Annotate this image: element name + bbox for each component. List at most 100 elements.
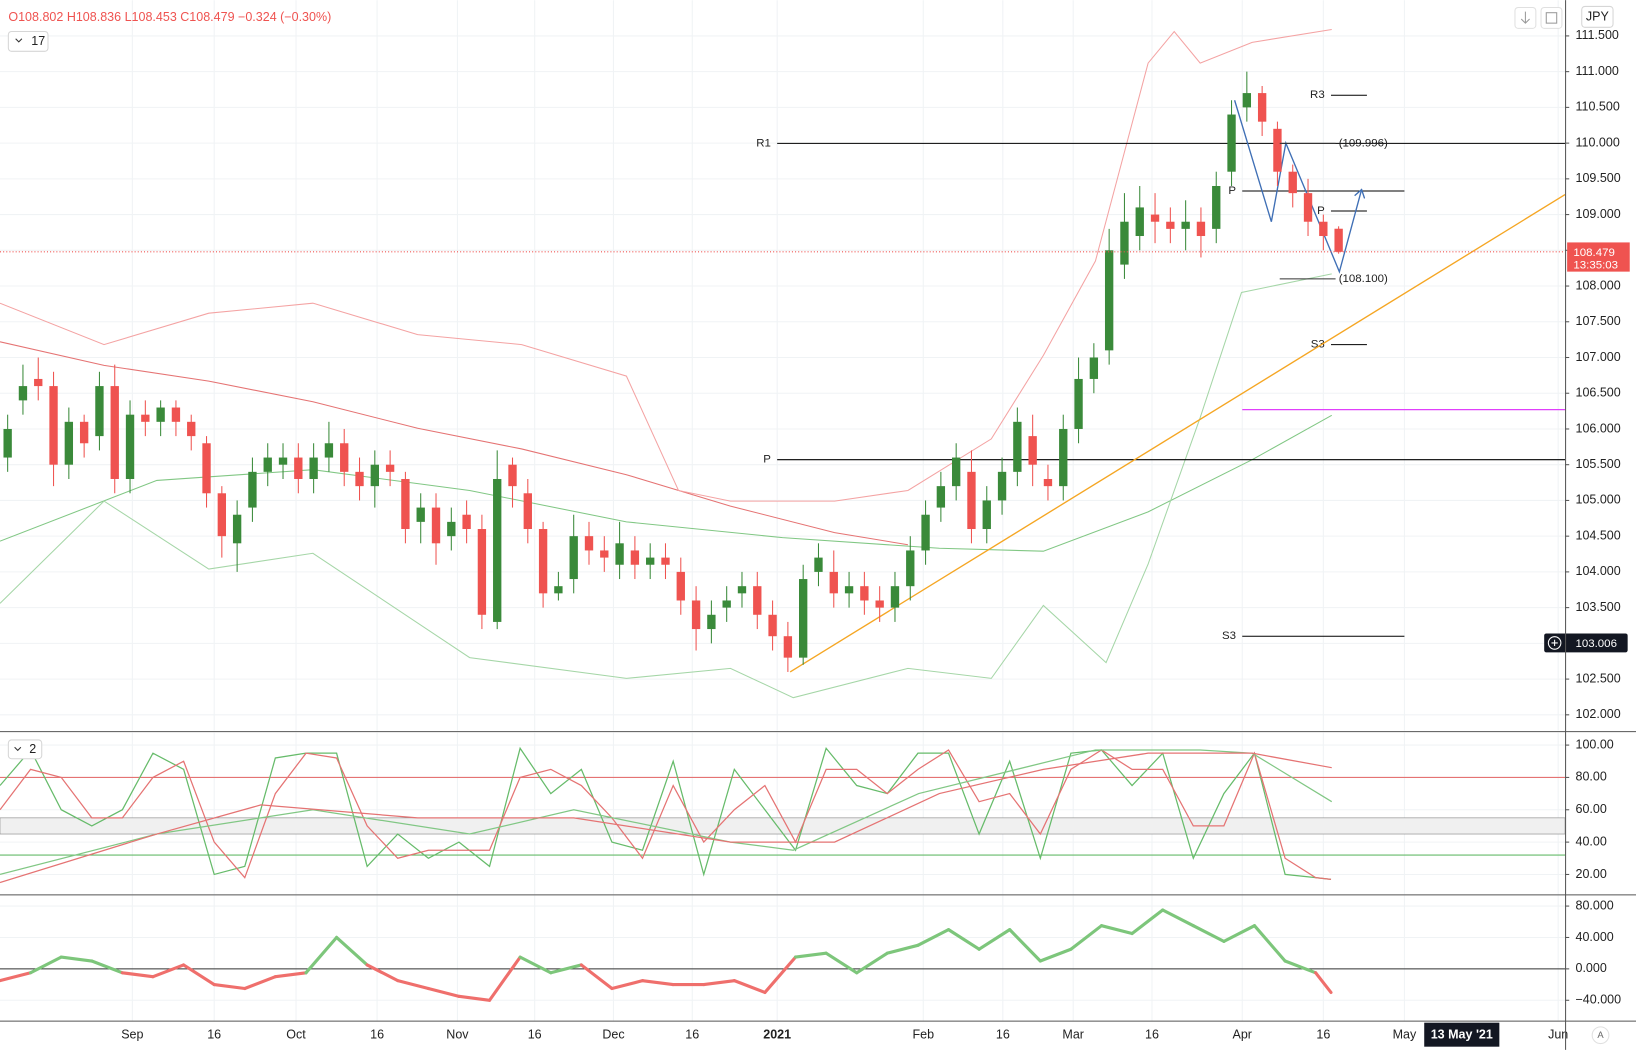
price-pane: R1 P R3 P P S3 S3 (109.996) (108.100) — [0, 0, 1566, 731]
crosshair-add-icon — [1547, 636, 1562, 650]
pane-indicators-toggle[interactable]: 2 — [7, 739, 43, 760]
candle-body — [462, 514, 471, 530]
candle-body — [1242, 93, 1252, 108]
candle-body — [49, 386, 58, 465]
candle-body — [783, 636, 793, 658]
momentum-segment — [273, 971, 308, 979]
candle-body — [691, 600, 701, 630]
x-tick-label: Mar — [1062, 1028, 1084, 1042]
y-tick-label: 111.500 — [1575, 28, 1618, 42]
y-tick-label: 102.500 — [1575, 671, 1620, 685]
momentum-segment — [763, 955, 798, 994]
overlay-line — [0, 414, 1333, 552]
momentum-segment — [487, 955, 522, 1002]
x-tick-label: Oct — [286, 1028, 306, 1042]
svg-text:A: A — [1597, 1029, 1604, 1040]
candle-body — [248, 471, 257, 508]
candle-body — [401, 478, 410, 530]
candle-body — [508, 464, 517, 487]
momentum-segment — [824, 951, 859, 975]
candle-body — [890, 586, 900, 608]
y-tick-label: 106.500 — [1575, 386, 1620, 400]
candle-body — [799, 579, 808, 658]
pivot-label: R3 — [1310, 89, 1325, 101]
change: −0.324 (−0.30%) — [238, 10, 331, 24]
x-tick-label: Feb — [912, 1028, 934, 1042]
momentum-segment — [579, 963, 614, 991]
oscillator-line — [0, 749, 1333, 876]
fullscreen-button[interactable] — [1540, 6, 1563, 29]
x-tick-label: 16 — [1316, 1028, 1330, 1042]
pivot-label: P — [763, 454, 771, 466]
momentum-segment — [1222, 924, 1257, 943]
y-tick-label: 100.00 — [1575, 737, 1613, 751]
candle-body — [1135, 207, 1144, 237]
candle-body — [370, 464, 379, 487]
hidden-indicator-count: 17 — [31, 34, 45, 48]
low: L108.453 — [125, 10, 177, 24]
scroll-button[interactable] — [1514, 6, 1537, 29]
oscillator-line — [0, 752, 1332, 884]
candle-body — [1166, 221, 1175, 229]
momentum-segment — [182, 963, 216, 987]
momentum-pane — [0, 895, 1566, 1021]
crosshair-price-label: 103.006 — [1575, 638, 1616, 650]
candle-body — [661, 557, 670, 565]
candle-body — [416, 507, 425, 522]
candle-body — [1319, 221, 1328, 237]
annotation: (108.100) — [1339, 273, 1388, 285]
candle-body — [263, 457, 272, 472]
y-tick-label: 106.000 — [1575, 421, 1620, 435]
momentum-segment — [855, 951, 889, 975]
y-tick-label: 111.000 — [1575, 64, 1618, 78]
candle-body — [1334, 228, 1343, 252]
x-tick-label: 16 — [528, 1028, 542, 1042]
candle-body — [1303, 193, 1313, 222]
overlay-line — [0, 28, 1332, 502]
candle-body — [630, 550, 640, 565]
candle-body — [951, 457, 961, 487]
x-tick-label: May — [1393, 1028, 1417, 1042]
candle-body — [844, 586, 854, 594]
y-tick-label: 102.000 — [1575, 707, 1620, 721]
candle-body — [600, 550, 609, 558]
indicators-toggle[interactable]: 17 — [7, 30, 49, 52]
candle-body — [967, 471, 976, 530]
x-tick-label: Jun — [1548, 1028, 1568, 1042]
candle-body — [554, 586, 563, 594]
y-tick-label: 104.000 — [1575, 564, 1620, 578]
y-tick-label: 80.000 — [1575, 898, 1613, 912]
momentum-segment — [1069, 924, 1104, 951]
candle-body — [997, 471, 1007, 501]
candle-body — [921, 514, 930, 551]
candle-body — [95, 386, 104, 437]
momentum-segment — [885, 943, 920, 955]
candle-body — [232, 514, 242, 544]
momentum-segment — [335, 935, 369, 967]
x-tick-label: 16 — [207, 1028, 221, 1042]
candle-body — [309, 457, 318, 479]
momentum-segment — [702, 979, 736, 987]
candle-body — [753, 586, 762, 615]
y-tick-label: 60.00 — [1575, 802, 1606, 816]
y-tick-label: 110.000 — [1575, 135, 1619, 149]
y-tick-label: 103.500 — [1575, 600, 1620, 614]
candle-body — [187, 421, 196, 437]
oscillator-line — [0, 749, 1332, 880]
candle-body — [676, 571, 685, 601]
y-tick-label: 104.500 — [1575, 528, 1620, 542]
currency: JPY — [1586, 10, 1610, 24]
pivot-label: S3 — [1311, 339, 1325, 351]
candle-body — [1257, 93, 1267, 122]
crosshair-time-box — [1424, 1022, 1500, 1047]
auto-scale-button[interactable]: A — [1591, 1026, 1610, 1045]
y-tick-label: 105.500 — [1575, 457, 1620, 471]
currency-button[interactable]: JPY — [1581, 5, 1614, 28]
candle-body — [355, 471, 364, 487]
momentum-segment — [1161, 908, 1195, 928]
y-tick-label: 107.000 — [1575, 350, 1620, 364]
momentum-segment — [457, 994, 492, 1002]
candle-body — [324, 443, 334, 458]
